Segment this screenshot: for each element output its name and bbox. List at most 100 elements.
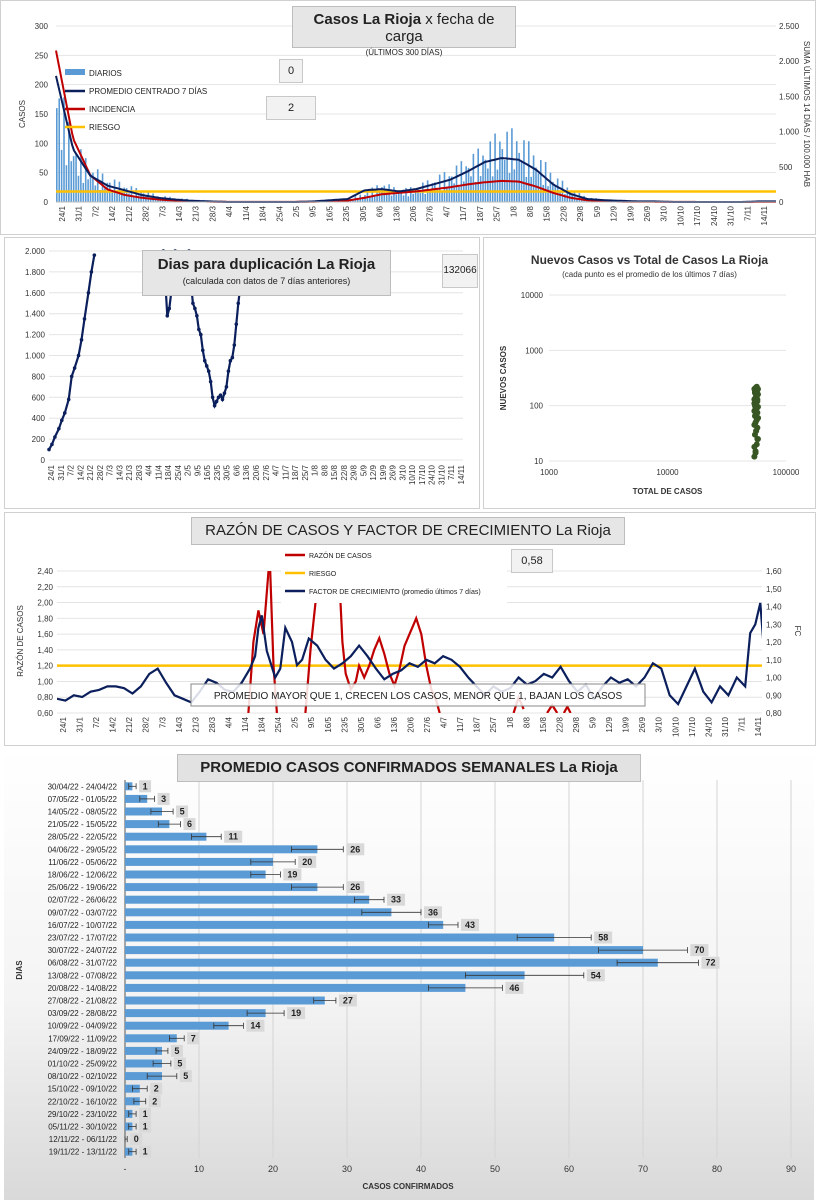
chart1-x-tick-26: 25/7 — [493, 205, 502, 221]
chart5-data-label-0: 1 — [143, 781, 148, 791]
chart1-bar — [147, 192, 150, 202]
chart1-promedio-line — [55, 75, 776, 203]
chart4-x-tick-21: 20/6 — [407, 716, 416, 732]
chart5-data-label-bg-25 — [148, 1095, 161, 1108]
chart4-x-tick-16: 16/5 — [324, 716, 333, 732]
chart5-category-label-17: 27/08/22 - 21/08/22 — [48, 997, 118, 1006]
chart4-x-tick-18: 30/5 — [357, 716, 366, 732]
chart1-y-tick-6: 300 — [35, 22, 49, 31]
chart5-data-label-bg-3 — [183, 818, 196, 831]
chart1-x-tick-13: 25/4 — [275, 205, 284, 221]
chart1-x-tick-30: 22/8 — [559, 205, 568, 221]
chart2-x-tick-20: 13/6 — [242, 464, 251, 480]
chart2-x-tick-30: 22/8 — [340, 464, 349, 480]
chart1-legend-label-3: RIESGO — [89, 123, 120, 132]
chart1-bar — [77, 175, 80, 202]
chart4-title-box: RAZÓN DE CASOS Y FACTOR DE CRECIMIENTO L… — [191, 517, 625, 545]
chart2-x-tick-23: 4/7 — [272, 464, 281, 476]
chart1-bar — [400, 191, 402, 202]
chart1-bar — [65, 165, 68, 202]
chart2-y-tick-2: 400 — [32, 414, 46, 423]
chart2-x-tick-4: 21/2 — [86, 464, 95, 480]
chart1-bar — [436, 188, 439, 202]
chart5-bar-21 — [125, 1046, 162, 1055]
chart3-y-tick-0: 10 — [534, 457, 543, 466]
weekly-cases-chart: -10 20 30 40 50 60 70 80 90 CASOS CONFIRMADOS DIAS… — [4, 748, 814, 1200]
chart1-bar — [390, 195, 393, 202]
chart1-bar — [530, 176, 532, 202]
chart1-x-tick-6: 7/3 — [158, 205, 167, 217]
chart4-x-tick-28: 8/8 — [522, 716, 531, 728]
chart1-x-tick-28: 8/8 — [526, 205, 535, 217]
chart5-data-label-13: 70 — [694, 945, 704, 955]
chart2-point — [210, 395, 215, 400]
chart1-bar — [96, 169, 99, 202]
chart4-x-tick-20: 13/6 — [390, 716, 399, 732]
chart1-x-tick-42: 14/11 — [760, 205, 769, 225]
chart5-data-label-10: 36 — [428, 907, 438, 917]
chart1-bar — [479, 176, 482, 202]
chart2-point — [82, 317, 87, 321]
chart1-bar — [357, 199, 359, 202]
chart5-data-label-12: 58 — [598, 933, 608, 943]
chart4-y2-label: FC — [793, 626, 802, 637]
chart5-category-label-4: 28/05/22 - 22/05/22 — [48, 833, 118, 842]
chart4-title: RAZÓN DE CASOS Y FACTOR DE CRECIMIENTO — [205, 522, 552, 539]
chart1-bar — [371, 187, 374, 202]
chart2-value-box: 132066 — [442, 254, 478, 288]
chart1-x-tick-21: 20/6 — [409, 205, 418, 221]
chart1-bar — [133, 196, 135, 202]
chart5-category-label-23: 08/10/22 - 02/10/22 — [48, 1072, 118, 1081]
chart2-point — [200, 348, 205, 353]
chart5-data-label-1: 3 — [161, 794, 166, 804]
chart4-legend-label-1: RIESGO — [309, 571, 337, 578]
chart5-data-label-bg-6 — [298, 855, 317, 868]
chart1-x-tick-17: 23/5 — [342, 205, 351, 221]
chart3-point — [754, 414, 761, 421]
chart4-x-tick-33: 12/9 — [605, 716, 614, 732]
chart2-point — [47, 447, 51, 452]
chart1-bar — [101, 173, 104, 202]
chart4-x-tick-14: 2/5 — [291, 716, 300, 728]
chart5-category-label-1: 07/05/22 - 01/05/22 — [48, 795, 118, 804]
chart1-y2-tick-4: 2.000 — [779, 57, 800, 66]
chart1-x-tick-2: 7/2 — [91, 205, 100, 217]
chart1-x-tick-31: 29/8 — [576, 205, 585, 221]
chart5-bar-5 — [125, 845, 318, 854]
chart2-point — [236, 301, 241, 306]
chart2-point — [197, 327, 201, 332]
chart5-category-label-19: 10/09/22 - 04/09/22 — [48, 1022, 118, 1031]
chart1-bar — [72, 156, 75, 202]
chart5-data-label-bg-7 — [283, 868, 302, 881]
chart4-x-tick-1: 31/1 — [76, 716, 85, 732]
chart1-bar — [352, 199, 354, 202]
chart5-data-label-25: 2 — [152, 1096, 157, 1106]
chart1-bar — [453, 183, 455, 202]
chart1-bar — [532, 155, 535, 202]
chart1-y2-tick-3: 1.500 — [779, 92, 800, 101]
chart2-x-tick-9: 28/3 — [135, 464, 144, 480]
chart1-bar — [145, 196, 147, 202]
chart1-title-suffix: x fecha de carga — [385, 11, 495, 45]
chart2-point — [226, 369, 231, 373]
chart2-point — [57, 426, 61, 431]
new-vs-total-plot: 10 100 1000 10000 1000 10000 100000 TOTAL DE CA… — [499, 291, 800, 496]
chart5-data-label-6: 20 — [302, 857, 312, 867]
chart5-bar-6 — [125, 857, 273, 866]
chart2-point — [76, 353, 81, 358]
chart2-point — [202, 358, 207, 363]
chart1-bar — [89, 173, 92, 202]
chart3-y-label: NUEVOS CASOS — [499, 345, 508, 410]
chart5-bar-2 — [125, 807, 162, 816]
chart1-bar — [56, 108, 58, 202]
chart1-bar — [393, 187, 395, 202]
chart1-bar — [547, 186, 549, 202]
chart1-y2-tick-5: 2.500 — [779, 22, 800, 31]
chart1-bar — [60, 149, 63, 202]
chart1-x-tick-41: 7/11 — [743, 205, 752, 221]
chart5-bar-1 — [125, 794, 148, 803]
chart4-y2-tick-3: 1,10 — [766, 656, 782, 665]
chart2-x-tick-29: 15/8 — [330, 464, 339, 480]
chart1-bar — [414, 189, 417, 202]
chart2-x-tick-1: 31/1 — [57, 464, 66, 480]
